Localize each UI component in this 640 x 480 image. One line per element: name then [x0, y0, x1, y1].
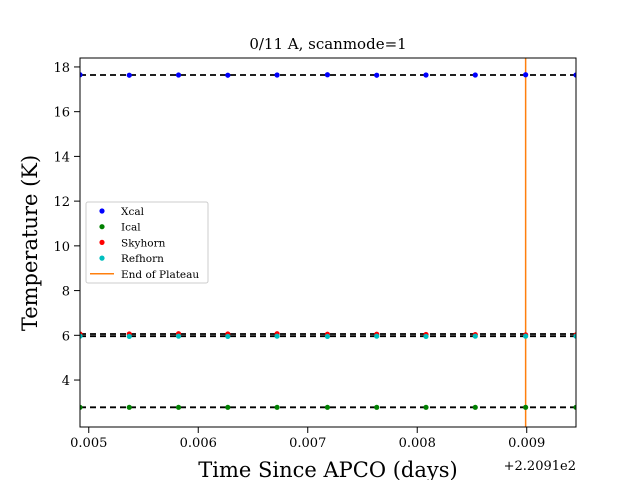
y-tick-label: 14: [53, 150, 70, 165]
legend-marker: [99, 239, 105, 245]
ical-point: [472, 404, 478, 410]
refhorn-point: [374, 333, 380, 339]
refhorn-point: [225, 333, 231, 340]
xcal-point: [573, 72, 576, 78]
y-tick-label: 6: [62, 329, 70, 344]
x-axis-label: Time Since APCO (days): [198, 458, 457, 480]
y-tick-label: 10: [53, 240, 70, 255]
ical-point: [374, 404, 380, 410]
xcal-point: [324, 72, 331, 78]
x-offset-label: +2.2091e2: [504, 459, 576, 474]
axes: 0.005 0.006 0.007 0.008 0.009 4 6 8 10 12 14 16 18: [53, 57, 577, 451]
y-tick-label: 18: [53, 61, 70, 76]
xcal-point: [175, 72, 182, 78]
legend-label: Xcal: [121, 206, 145, 218]
refhorn-point: [573, 333, 576, 339]
refhorn-point: [175, 333, 182, 339]
ical-point: [324, 404, 331, 410]
y-axis-label: Temperature (K): [18, 155, 42, 331]
x-tick-label: 0.006: [180, 436, 217, 451]
xcal-point: [472, 72, 478, 78]
xcal-point: [523, 72, 529, 78]
legend: Xcal Ical Skyhorn Refhorn End of Plateau: [85, 201, 209, 284]
refhorn-point: [324, 333, 331, 340]
chart-title: 0/11 A, scanmode=1: [249, 35, 406, 53]
y-tick-label: 8: [62, 285, 70, 300]
y-tick-label: 4: [62, 374, 70, 389]
ical-point: [126, 404, 132, 410]
plot-area: [80, 58, 576, 427]
ical-point: [225, 404, 231, 410]
y-tick-label: 12: [53, 195, 70, 210]
xcal-point: [80, 72, 83, 78]
legend-marker: [99, 208, 105, 214]
y-tick-label: 16: [53, 106, 70, 121]
ical-point: [274, 404, 280, 410]
plot-inner: [80, 58, 576, 427]
legend-label: Skyhorn: [121, 237, 166, 249]
x-tick-label: 0.009: [508, 436, 545, 451]
xcal-point: [126, 72, 132, 78]
refhorn-point: [523, 333, 529, 339]
ical-point: [175, 404, 182, 410]
xcal-point: [374, 72, 380, 78]
ical-point: [523, 404, 529, 410]
legend-label: End of Plateau: [121, 269, 199, 281]
legend-box: [85, 201, 209, 284]
refhorn-point: [80, 333, 83, 339]
legend-marker: [99, 224, 105, 230]
legend-marker: [99, 255, 105, 261]
ical-point: [423, 404, 429, 410]
refhorn-point: [423, 333, 429, 340]
xcal-point: [423, 72, 429, 78]
refhorn-point: [274, 333, 280, 339]
refhorn-point: [472, 333, 478, 339]
ical-point: [80, 404, 83, 410]
x-tick-label: 0.008: [399, 436, 436, 451]
axes-frame: [79, 57, 577, 428]
xcal-point: [274, 72, 280, 78]
x-tick-label: 0.005: [70, 436, 107, 451]
legend-label: Ical: [121, 222, 141, 234]
refhorn-point: [126, 333, 132, 340]
legend-label: Refhorn: [121, 253, 164, 265]
ical-point: [573, 404, 576, 410]
x-tick-label: 0.007: [289, 436, 326, 451]
xcal-point: [225, 72, 231, 78]
